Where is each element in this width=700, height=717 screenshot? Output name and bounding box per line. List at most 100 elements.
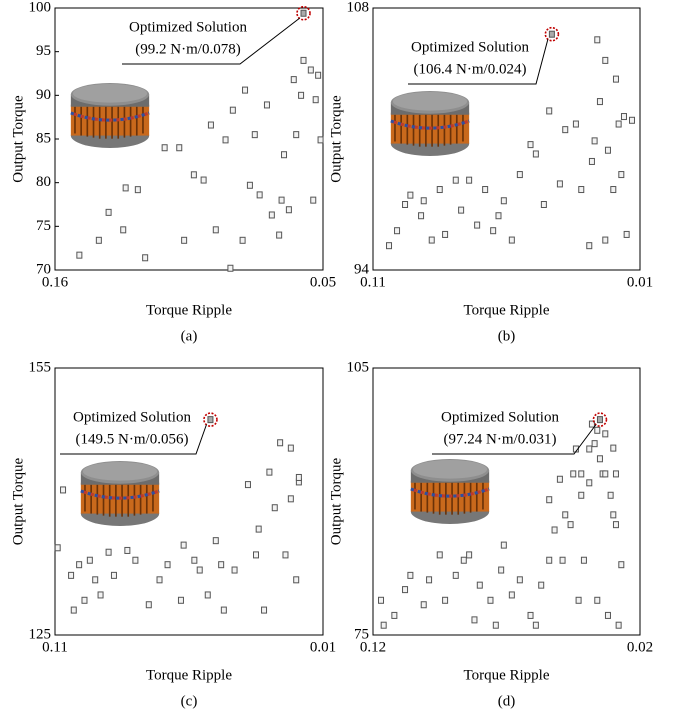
scatter-point	[421, 602, 426, 608]
scatter-point	[228, 265, 233, 271]
scatter-point	[429, 237, 434, 243]
scatter-point	[61, 487, 66, 493]
scatter-point	[453, 177, 458, 183]
scatter-point	[392, 612, 397, 618]
scatter-point	[301, 57, 306, 63]
scatter-point	[379, 597, 384, 603]
y-tick-label: 155	[29, 359, 52, 375]
scatter-point	[443, 597, 448, 603]
motor-image	[71, 83, 149, 148]
scatter-point	[106, 209, 111, 215]
caption: (d)	[498, 693, 516, 709]
annotation: (97.24 N·m/0.031)	[444, 431, 557, 447]
scatter-point	[491, 228, 496, 234]
scatter-point	[408, 192, 413, 198]
scatter-point	[528, 612, 533, 618]
scatter-point	[296, 474, 301, 480]
scatter-point	[219, 562, 224, 568]
page: 7075808590951000.160.05Torque RippleOutp…	[0, 0, 700, 717]
scatter-point	[483, 187, 488, 193]
scatter-point	[467, 552, 472, 558]
annotation: (106.4 N·m/0.024)	[414, 61, 527, 77]
scatter-point	[408, 572, 413, 578]
x-tick-label: 0.11	[42, 639, 68, 655]
scatter-point	[143, 255, 148, 261]
scatter-point	[517, 172, 522, 178]
scatter-point	[205, 592, 210, 598]
x-axis-label: Torque Ripple	[463, 667, 549, 683]
scatter-point	[613, 522, 618, 528]
caption: (c)	[181, 693, 198, 709]
scatter-point	[587, 480, 592, 486]
scatter-point	[595, 597, 600, 603]
annotation: Optimized Solution	[411, 39, 529, 55]
x-tick-label: 0.16	[42, 274, 69, 290]
scatter-point	[240, 237, 245, 243]
scatter-point	[316, 72, 321, 78]
x-tick-label: 0.12	[360, 639, 386, 655]
scatter-point	[291, 77, 296, 83]
scatter-point	[603, 57, 608, 63]
scatter-point	[264, 102, 269, 108]
scatter-point	[475, 222, 480, 228]
scatter-point	[165, 562, 170, 568]
y-tick-label: 90	[36, 87, 51, 103]
scatter-point	[208, 122, 213, 128]
scatter-point	[576, 597, 581, 603]
scatter-point	[437, 187, 442, 193]
scatter-point	[477, 582, 482, 588]
scatter-point	[547, 497, 552, 503]
y-axis-label: Output Torque	[328, 457, 344, 545]
scatter-point	[629, 117, 634, 123]
scatter-point	[611, 445, 616, 451]
annotation: (99.2 N·m/0.078)	[135, 41, 240, 57]
scatter-point	[496, 213, 501, 219]
scatter-point	[123, 185, 128, 191]
scatter-point	[421, 198, 426, 204]
scatter-point	[201, 177, 206, 183]
scatter-point	[269, 212, 274, 218]
scatter-point	[395, 228, 400, 234]
scatter-point	[603, 471, 608, 477]
scatter-point	[613, 471, 618, 477]
scatter-point	[579, 187, 584, 193]
scatter-point	[603, 237, 608, 243]
y-tick-label: 95	[36, 43, 51, 59]
scatter-point	[247, 182, 252, 188]
x-axis-label: Torque Ripple	[463, 302, 549, 318]
x-tick-label: 0.01	[627, 274, 653, 290]
scatter-point	[611, 187, 616, 193]
y-tick-label: 105	[347, 359, 370, 375]
figure: 7075808590951000.160.05Torque RippleOutp…	[0, 0, 700, 717]
optimum-point	[597, 417, 602, 423]
scatter-point	[493, 622, 498, 628]
scatter-point	[557, 476, 562, 482]
annotation: Optimized Solution	[129, 19, 247, 35]
x-axis-label: Torque Ripple	[146, 667, 232, 683]
scatter-point	[501, 198, 506, 204]
scatter-point	[616, 121, 621, 127]
scatter-point	[563, 127, 568, 133]
scatter-point	[232, 567, 237, 573]
scatter-point	[611, 512, 616, 518]
scatter-point	[517, 577, 522, 583]
annotation: (149.5 N·m/0.056)	[76, 431, 189, 447]
scatter-point	[560, 557, 565, 563]
scatter-point	[308, 67, 313, 73]
scatter-point	[528, 142, 533, 148]
optimum-point	[549, 31, 554, 37]
scatter-point	[230, 107, 235, 113]
scatter-point	[509, 237, 514, 243]
scatter-point	[547, 108, 552, 114]
scatter-point	[243, 87, 248, 93]
scatter-point	[581, 557, 586, 563]
scatter-point	[221, 607, 226, 613]
scatter-point	[146, 602, 151, 608]
scatter-point	[272, 505, 277, 511]
scatter-point	[313, 97, 318, 103]
x-tick-label: 0.02	[627, 639, 653, 655]
scatter-point	[619, 562, 624, 568]
scatter-point	[157, 577, 162, 583]
scatter-point	[98, 592, 103, 598]
scatter-point	[592, 138, 597, 144]
